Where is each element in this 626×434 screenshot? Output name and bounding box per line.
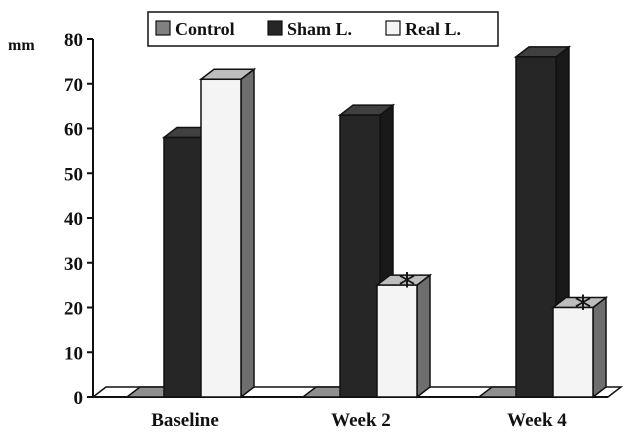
significance-marker: * <box>399 266 416 306</box>
bar-front <box>552 306 594 398</box>
y-axis: 0 10 20 30 40 50 60 70 80 mm <box>8 30 94 409</box>
legend-item: Control <box>155 19 235 39</box>
y-tick-label: 50 <box>64 164 83 185</box>
x-tick-label: Baseline <box>151 410 219 431</box>
x-axis-labels: Baseline Week 2 Week 4 <box>151 410 567 431</box>
bar <box>374 273 433 399</box>
significance-marker: * <box>575 289 592 329</box>
legend-item: Real L. <box>385 19 461 39</box>
bar-side <box>240 67 255 399</box>
y-tick-label: 20 <box>64 299 83 320</box>
bar-front <box>163 136 205 398</box>
bar-front <box>339 114 381 398</box>
y-tick-label: 30 <box>64 254 83 275</box>
bar <box>198 67 257 399</box>
y-tick-label: 60 <box>64 120 83 141</box>
bars <box>124 45 609 399</box>
bar-front <box>515 56 557 398</box>
y-tick-label: 40 <box>64 209 83 230</box>
legend-box <box>147 11 499 47</box>
legend-swatch <box>385 20 401 36</box>
legend-label: Control <box>175 19 235 39</box>
legend-label: Real L. <box>405 19 461 39</box>
legend-label: Sham L. <box>287 19 352 39</box>
y-axis-unit: mm <box>8 37 35 54</box>
y-tick-label: 70 <box>64 75 83 96</box>
legend-swatch <box>267 20 283 36</box>
x-tick-label: Week 4 <box>507 410 567 431</box>
x-tick-label: Week 2 <box>331 410 391 431</box>
bar-front <box>376 284 418 398</box>
bar-side <box>416 273 431 399</box>
y-tick-label: 80 <box>64 30 83 51</box>
legend-swatch <box>155 20 171 36</box>
y-tick-label: 10 <box>64 343 83 364</box>
bar <box>550 295 609 399</box>
bar-front <box>200 78 242 398</box>
annotations: ** <box>399 266 592 328</box>
legend-item: Sham L. <box>267 19 352 39</box>
y-tick-label: 0 <box>74 388 84 409</box>
legend: Control Sham L. Real L. <box>147 11 499 47</box>
bar-side <box>592 295 607 399</box>
